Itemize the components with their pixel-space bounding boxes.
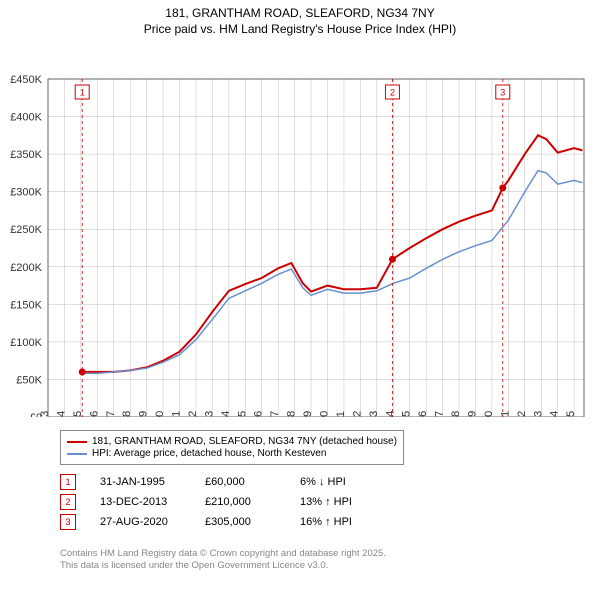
footnote-line-2: This data is licensed under the Open Gov… <box>60 560 328 571</box>
x-tick-label: 2004 <box>220 411 232 417</box>
y-tick-label: £300K <box>10 187 42 199</box>
legend-swatch <box>67 453 87 455</box>
chart-title: 181, GRANTHAM ROAD, SLEAFORD, NG34 7NY P… <box>0 0 600 37</box>
legend-swatch <box>67 441 87 443</box>
x-tick-label: 2010 <box>319 411 331 417</box>
y-tick-label: £150K <box>10 300 42 312</box>
x-tick-label: 2011 <box>335 411 347 417</box>
event-delta: 16% ↑ HPI <box>300 516 420 528</box>
svg-text:3: 3 <box>500 88 505 98</box>
chart-container: 181, GRANTHAM ROAD, SLEAFORD, NG34 7NY P… <box>0 0 600 590</box>
y-tick-label: £100K <box>10 337 42 349</box>
events-table: 1 31-JAN-1995£60,0006% ↓ HPI 2 13-DEC-2013£… <box>60 472 420 532</box>
event-date: 31-JAN-1995 <box>100 476 205 488</box>
legend-item: HPI: Average price, detached house, Nort… <box>67 448 397 459</box>
event-delta: 6% ↓ HPI <box>300 476 420 488</box>
x-tick-label: 2012 <box>351 411 363 417</box>
y-tick-label: £450K <box>10 74 42 86</box>
x-tick-label: 1997 <box>105 411 117 417</box>
series-line <box>82 135 582 372</box>
legend: 181, GRANTHAM ROAD, SLEAFORD, NG34 7NY (… <box>60 430 404 465</box>
x-tick-label: 2013 <box>368 411 380 417</box>
legend-label: 181, GRANTHAM ROAD, SLEAFORD, NG34 7NY (… <box>92 436 397 447</box>
x-tick-label: 2024 <box>549 411 561 417</box>
x-tick-label: 2009 <box>302 411 314 417</box>
x-tick-label: 1999 <box>138 411 150 417</box>
x-tick-label: 2019 <box>466 411 478 417</box>
event-row: 3 27-AUG-2020£305,00016% ↑ HPI <box>60 512 420 532</box>
x-tick-label: 2020 <box>483 411 495 417</box>
x-tick-label: 1993 <box>39 411 51 417</box>
price-chart: £0£50K£100K£150K£200K£250K£300K£350K£400… <box>0 37 600 417</box>
x-tick-label: 2003 <box>203 411 215 417</box>
x-tick-label: 2007 <box>269 411 281 417</box>
event-marker: 2 <box>60 494 76 510</box>
x-tick-label: 2006 <box>253 411 265 417</box>
event-row: 2 13-DEC-2013£210,00013% ↑ HPI <box>60 492 420 512</box>
x-tick-label: 2018 <box>450 411 462 417</box>
legend-label: HPI: Average price, detached house, Nort… <box>92 448 326 459</box>
event-delta: 13% ↑ HPI <box>300 496 420 508</box>
y-tick-label: £50K <box>16 375 42 387</box>
x-tick-label: 2001 <box>171 411 183 417</box>
x-tick-label: 2022 <box>516 411 528 417</box>
x-tick-label: 2023 <box>532 411 544 417</box>
event-date: 13-DEC-2013 <box>100 496 205 508</box>
event-row: 1 31-JAN-1995£60,0006% ↓ HPI <box>60 472 420 492</box>
y-tick-label: £250K <box>10 224 42 236</box>
x-tick-label: 2000 <box>154 411 166 417</box>
footnote: Contains HM Land Registry data © Crown c… <box>60 548 386 573</box>
svg-text:2: 2 <box>390 88 395 98</box>
event-date: 27-AUG-2020 <box>100 516 205 528</box>
y-tick-label: £200K <box>10 262 42 274</box>
x-tick-label: 1994 <box>55 411 67 417</box>
y-tick-label: £350K <box>10 149 42 161</box>
y-tick-label: £400K <box>10 112 42 124</box>
x-tick-label: 2015 <box>401 411 413 417</box>
footnote-line-1: Contains HM Land Registry data © Crown c… <box>60 548 386 559</box>
x-tick-label: 2016 <box>417 411 429 417</box>
x-tick-label: 2017 <box>434 411 446 417</box>
series-line <box>81 171 583 374</box>
event-price: £305,000 <box>205 516 300 528</box>
title-line-2: Price paid vs. HM Land Registry's House … <box>144 22 456 36</box>
x-tick-label: 2021 <box>499 411 511 417</box>
event-price: £210,000 <box>205 496 300 508</box>
event-marker: 1 <box>60 474 76 490</box>
legend-item: 181, GRANTHAM ROAD, SLEAFORD, NG34 7NY (… <box>67 436 397 447</box>
x-tick-label: 2008 <box>286 411 298 417</box>
x-tick-label: 1998 <box>121 411 133 417</box>
event-price: £60,000 <box>205 476 300 488</box>
event-marker: 3 <box>60 514 76 530</box>
svg-text:1: 1 <box>80 88 85 98</box>
x-tick-label: 1996 <box>88 411 100 417</box>
x-tick-label: 2002 <box>187 411 199 417</box>
x-tick-label: 2025 <box>565 411 577 417</box>
x-tick-label: 2005 <box>236 411 248 417</box>
title-line-1: 181, GRANTHAM ROAD, SLEAFORD, NG34 7NY <box>165 6 434 20</box>
x-tick-label: 2014 <box>384 411 396 417</box>
